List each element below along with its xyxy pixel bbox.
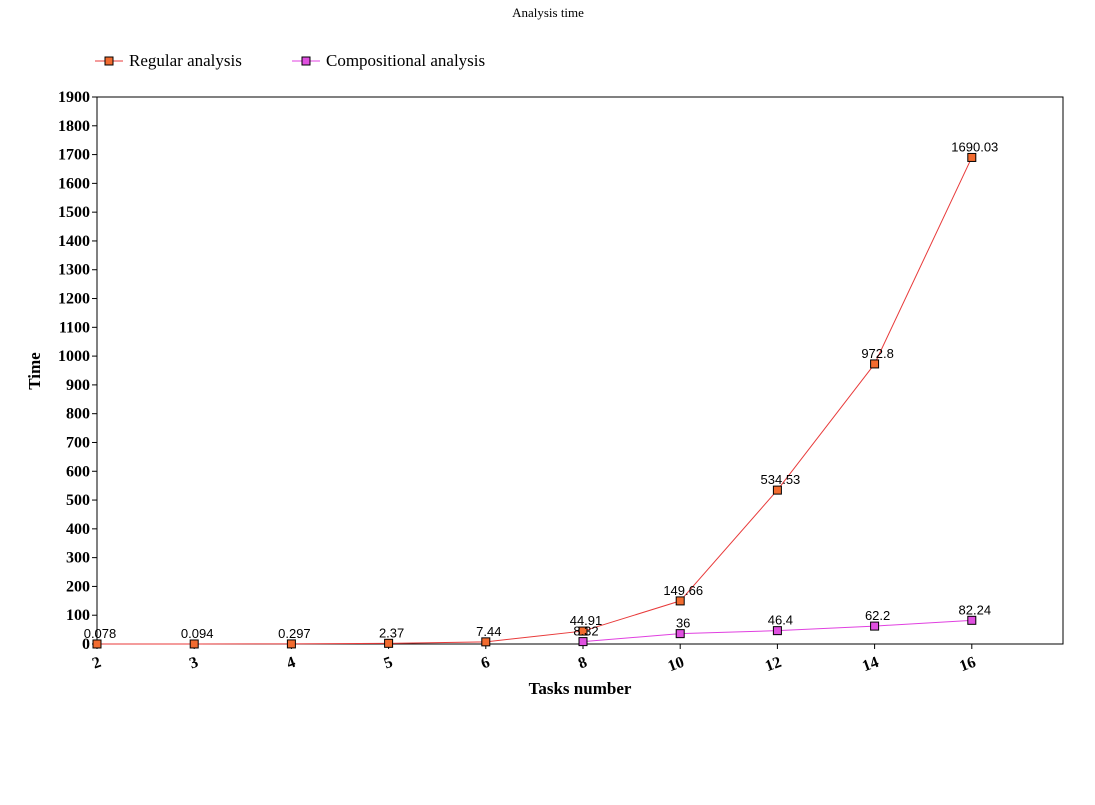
y-tick-label: 1800 bbox=[58, 118, 90, 135]
legend-marker bbox=[104, 56, 114, 66]
y-tick-label: 800 bbox=[66, 406, 90, 423]
y-tick-label: 600 bbox=[66, 463, 90, 480]
data-point bbox=[92, 639, 102, 649]
data-point bbox=[675, 629, 685, 639]
y-tick-label: 300 bbox=[66, 550, 90, 567]
legend-marker bbox=[301, 56, 311, 66]
data-label: 7.44 bbox=[476, 624, 501, 639]
data-label: 82.24 bbox=[959, 602, 992, 617]
y-tick-label: 100 bbox=[66, 607, 90, 624]
y-tick-label: 1900 bbox=[58, 89, 90, 106]
y-tick-label: 1600 bbox=[58, 175, 90, 192]
x-tick-label: 12 bbox=[763, 654, 784, 675]
x-tick-label: 4 bbox=[284, 654, 297, 673]
data-point bbox=[578, 637, 588, 647]
x-tick-label: 3 bbox=[187, 654, 200, 673]
data-label: 0.078 bbox=[84, 626, 117, 641]
y-tick-label: 1200 bbox=[58, 291, 90, 308]
data-point bbox=[870, 621, 880, 631]
data-label: 0.094 bbox=[181, 626, 214, 641]
x-axis-label: Tasks number bbox=[529, 679, 632, 698]
series-line-1 bbox=[96, 157, 973, 645]
chart-title: Analysis time bbox=[512, 5, 584, 20]
data-label: 0.297 bbox=[278, 626, 311, 641]
y-tick-label: 1400 bbox=[58, 233, 90, 250]
data-label: 1690.03 bbox=[951, 139, 998, 154]
legend-label: Regular analysis bbox=[129, 51, 242, 70]
x-tick-label: 6 bbox=[479, 654, 492, 673]
x-tick-label: 16 bbox=[957, 654, 978, 675]
data-label: 534.53 bbox=[761, 472, 801, 487]
data-label: 46.4 bbox=[768, 613, 793, 628]
y-tick-label: 0 bbox=[82, 636, 90, 653]
y-tick-label: 1100 bbox=[59, 319, 90, 336]
data-point bbox=[675, 596, 685, 606]
y-axis-label: Time bbox=[25, 352, 44, 390]
plot-area-frame bbox=[96, 96, 1064, 645]
data-label: 2.37 bbox=[379, 625, 404, 640]
data-label: 62.2 bbox=[865, 608, 890, 623]
data-label: 972.8 bbox=[861, 346, 894, 361]
y-tick-label: 500 bbox=[66, 492, 90, 509]
data-point bbox=[772, 485, 782, 495]
data-point bbox=[481, 637, 491, 647]
y-tick-label: 200 bbox=[66, 578, 90, 595]
x-tick-label: 14 bbox=[860, 654, 881, 675]
series-layer bbox=[92, 152, 977, 649]
data-point bbox=[967, 152, 977, 162]
data-point bbox=[286, 639, 296, 649]
data-point bbox=[967, 615, 977, 625]
y-axis: 0 100 200 300 400 500 600 700 800 900 1000 1100 1200… bbox=[58, 89, 97, 653]
data-point bbox=[772, 626, 782, 636]
data-point bbox=[384, 638, 394, 648]
y-tick-label: 1700 bbox=[58, 147, 90, 164]
y-tick-label: 700 bbox=[66, 434, 90, 451]
x-tick-label: 10 bbox=[666, 654, 687, 675]
data-label: 44.91 bbox=[570, 613, 603, 628]
data-point bbox=[189, 639, 199, 649]
x-tick-label: 2 bbox=[90, 654, 103, 673]
legend-label: Compositional analysis bbox=[326, 51, 485, 70]
data-point bbox=[870, 359, 880, 369]
data-label: 8.32 bbox=[573, 624, 598, 639]
legend: Regular analysis Compositional analysis bbox=[95, 51, 485, 70]
data-point bbox=[578, 626, 588, 636]
data-labels: 0.078 0.094 0.297 2.37 7.44 44.91 149.66 534.53… bbox=[84, 139, 999, 641]
x-tick-label: 8 bbox=[576, 654, 589, 673]
y-tick-label: 1300 bbox=[58, 262, 90, 279]
y-tick-label: 400 bbox=[66, 521, 90, 538]
x-tick-label: 5 bbox=[382, 654, 395, 673]
x-axis: 2 3 4 5 6 8 10 12 14 16 bbox=[90, 644, 978, 675]
y-tick-label: 900 bbox=[66, 377, 90, 394]
data-label: 36 bbox=[676, 616, 690, 631]
data-label: 149.66 bbox=[663, 583, 703, 598]
y-tick-label: 1000 bbox=[58, 348, 90, 365]
y-tick-label: 1500 bbox=[58, 204, 90, 221]
